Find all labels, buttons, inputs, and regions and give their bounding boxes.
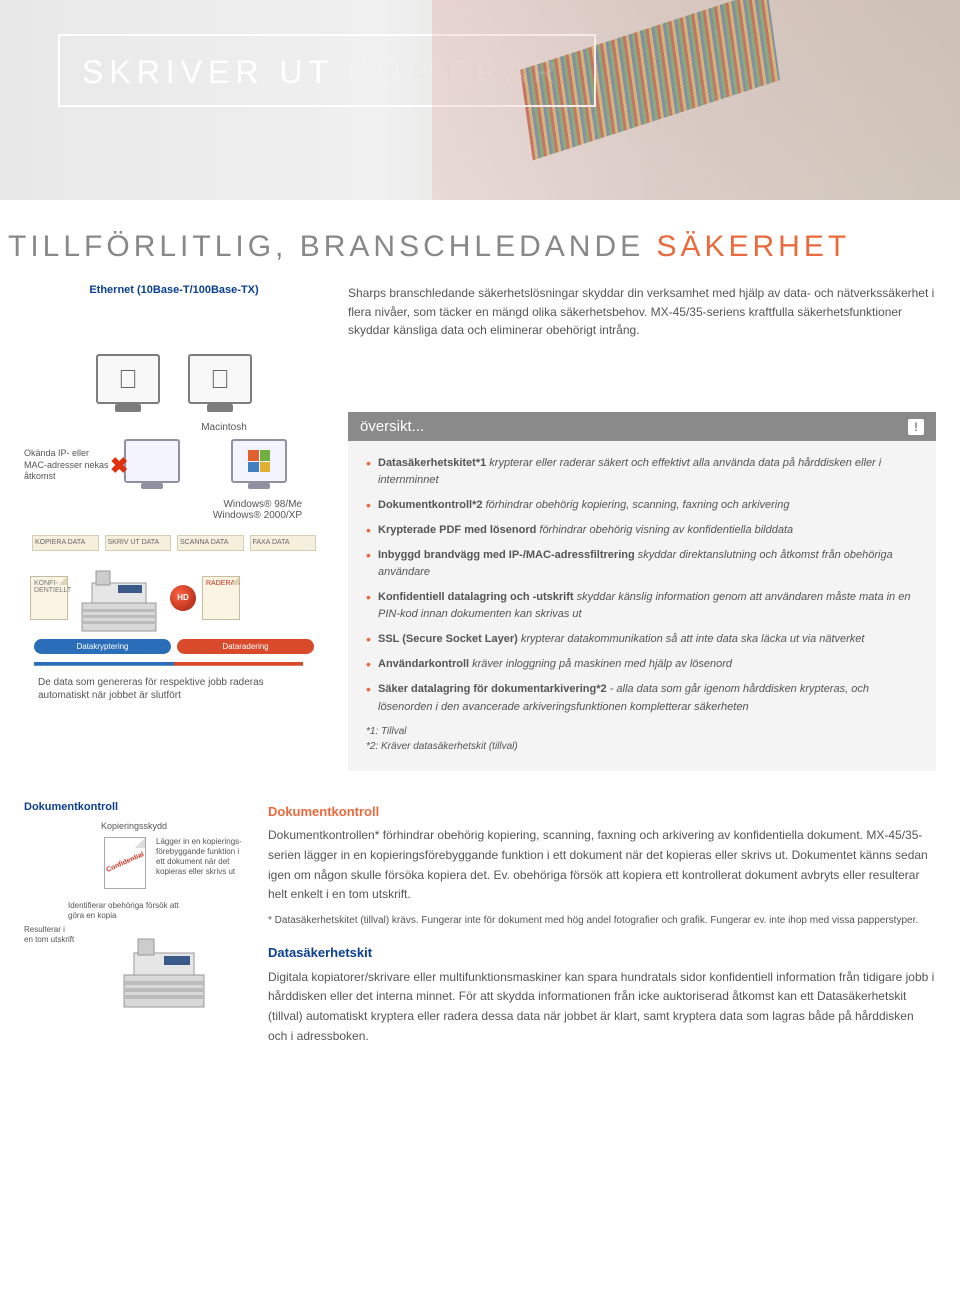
annot-result: Resulterar i en tom utskrift bbox=[24, 925, 76, 945]
mfp-flow-row: KONFI-DENTIELLT HD RADERAS bbox=[30, 563, 318, 633]
overview-item: Säker datalagring för dokumentarkivering… bbox=[366, 681, 918, 715]
blocked-x-icon: ✖ bbox=[110, 453, 128, 479]
overview-footnotes: *1: Tillval *2: Kräver datasäkerhetskit … bbox=[366, 724, 918, 755]
data-tag: SCANNA DATA bbox=[177, 535, 244, 551]
bottom-section: Dokumentkontroll Kopieringsskydd Confide… bbox=[0, 791, 960, 1067]
data-tag: KOPIERA DATA bbox=[32, 535, 99, 551]
hd-badge: HD bbox=[170, 585, 196, 611]
mid-section: Okända IP- eller MAC-adresser nekas åtko… bbox=[0, 412, 960, 791]
paragraph-dokumentkontroll: Dokumentkontrollen* förhindrar obehörig … bbox=[268, 826, 936, 905]
header-band: SKRIVER UT KOPIERAR bbox=[0, 0, 960, 200]
overview-item: Användarkontroll kräver inloggning på ma… bbox=[366, 656, 918, 673]
mfp-icon bbox=[74, 563, 164, 633]
ethernet-label: Ethernet (10Base-T/100Base-TX) bbox=[24, 284, 324, 296]
info-badge-icon: ! bbox=[908, 419, 924, 435]
flow-pills: Datakryptering Dataradering bbox=[34, 639, 314, 654]
kopieringsskydd-label: Kopieringsskydd bbox=[24, 821, 244, 831]
title-box: SKRIVER UT KOPIERAR bbox=[58, 34, 596, 107]
monitor-icon:  bbox=[188, 354, 252, 404]
document-control-diagram: Dokumentkontroll Kopieringsskydd Confide… bbox=[24, 801, 244, 1047]
overview-item: Konfidentiell datalagring och -utskrift … bbox=[366, 589, 918, 623]
overview-list: Datasäkerhetskitet*1 krypterar eller rad… bbox=[366, 455, 918, 716]
monitor-icon bbox=[124, 439, 180, 483]
monitor-icon:  bbox=[96, 354, 160, 404]
raderas-node: RADERAS bbox=[202, 576, 240, 620]
main-title: TILLFÖRLITLIG, BRANSCHLEDANDE SÄKERHET bbox=[0, 200, 960, 268]
overview-column: översikt... ! Datasäkerhetskitet*1 krypt… bbox=[348, 412, 936, 771]
left-diagram-column: Okända IP- eller MAC-adresser nekas åtko… bbox=[24, 412, 324, 771]
title-ghost: KOPIERAR bbox=[333, 54, 561, 90]
confidential-stamp: Confidential bbox=[105, 851, 145, 874]
overview-title: översikt... bbox=[360, 418, 424, 435]
section-heading-datasakerhetskit: Datasäkerhetskit bbox=[268, 942, 936, 963]
decorative-stripe bbox=[520, 0, 780, 160]
overview-item: Krypterade PDF med lösenord förhindrar o… bbox=[366, 522, 918, 539]
encryption-pill: Datakryptering bbox=[34, 639, 171, 654]
intro-row: Ethernet (10Base-T/100Base-TX)   Sharp… bbox=[0, 268, 960, 412]
protected-doc-icon: Confidential bbox=[104, 837, 146, 889]
overview-header: översikt... ! bbox=[348, 412, 936, 441]
overview-body: Datasäkerhetskitet*1 krypterar eller rad… bbox=[348, 441, 936, 771]
overview-item: Datasäkerhetskitet*1 krypterar eller rad… bbox=[366, 455, 918, 489]
main-title-accent: SÄKERHET bbox=[656, 230, 850, 263]
main-title-prefix: TILLFÖRLITLIG, BRANSCHLEDANDE bbox=[8, 230, 656, 263]
annot-ident: Identifierar obehöriga försök att göra e… bbox=[68, 901, 188, 921]
overview-item: SSL (Secure Socket Layer) krypterar data… bbox=[366, 631, 918, 648]
overview-item: Inbyggd brandvägg med IP-/MAC-adressfilt… bbox=[366, 547, 918, 581]
monitor-icon bbox=[231, 439, 287, 483]
annot-lagger: Lägger in en kopierings-förebyggande fun… bbox=[156, 837, 244, 877]
os-label-2: Windows® 2000/XP bbox=[124, 510, 302, 521]
konfidentiellt-node: KONFI-DENTIELLT bbox=[30, 576, 68, 620]
data-tag: SKRIV UT DATA bbox=[105, 535, 172, 551]
apple-icon:  bbox=[118, 364, 138, 395]
footnote-dokumentkontroll: * Datasäkerhetskitet (tillval) krävs. Fu… bbox=[268, 913, 936, 928]
flow-arrow-bar bbox=[34, 662, 314, 666]
footnote-1: *1: Tillval bbox=[366, 724, 918, 740]
bottom-text-column: Dokumentkontroll Dokumentkontrollen* för… bbox=[268, 801, 936, 1047]
paragraph-datasakerhetskit: Digitala kopiatorer/skrivare eller multi… bbox=[268, 968, 936, 1047]
mfp-icon bbox=[114, 931, 214, 1011]
mac-access-note: Okända IP- eller MAC-adresser nekas åtko… bbox=[24, 412, 114, 483]
dk-title: Dokumentkontroll bbox=[24, 801, 244, 813]
data-tag: FAXA DATA bbox=[250, 535, 317, 551]
windows-icon bbox=[248, 450, 270, 472]
section-heading-dokumentkontroll: Dokumentkontroll bbox=[268, 801, 936, 822]
intro-paragraph: Sharps branschledande säkerhetslösningar… bbox=[348, 284, 936, 404]
title-left: SKRIVER UT bbox=[82, 54, 333, 90]
footnote-2: *2: Kräver datasäkerhetskit (tillval) bbox=[366, 739, 918, 755]
os-labels: Windows® 98/Me Windows® 2000/XP bbox=[124, 499, 302, 521]
data-tags-row: KOPIERA DATA SKRIV UT DATA SCANNA DATA F… bbox=[32, 535, 316, 551]
os-label-1: Windows® 98/Me bbox=[124, 499, 302, 510]
apple-icon:  bbox=[210, 364, 230, 395]
left-caption: De data som genereras för respektive job… bbox=[24, 670, 324, 707]
erasure-pill: Dataradering bbox=[177, 639, 314, 654]
ethernet-diagram: Ethernet (10Base-T/100Base-TX)   bbox=[24, 284, 324, 404]
overview-item: Dokumentkontroll*2 förhindrar obehörig k… bbox=[366, 497, 918, 514]
ethernet-monitors:   bbox=[24, 304, 324, 404]
macintosh-label: Macintosh bbox=[124, 422, 324, 433]
